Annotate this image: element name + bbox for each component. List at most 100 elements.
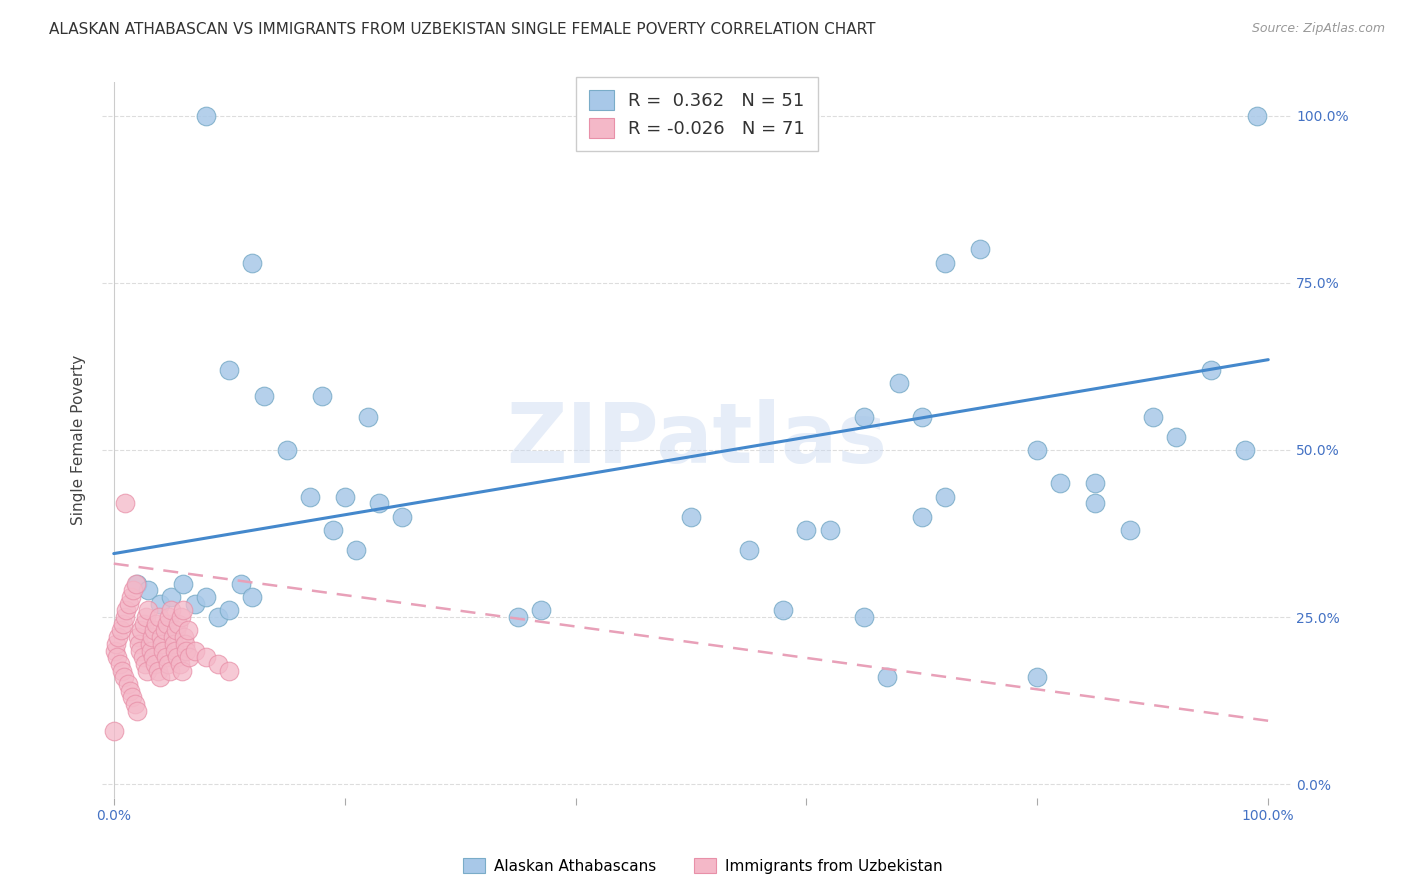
Point xyxy=(772,603,794,617)
Point xyxy=(911,409,934,424)
Point xyxy=(105,637,128,651)
Legend: Alaskan Athabascans, Immigrants from Uzbekistan: Alaskan Athabascans, Immigrants from Uzb… xyxy=(457,852,949,880)
Point xyxy=(876,670,898,684)
Point xyxy=(170,664,193,678)
Point xyxy=(368,496,391,510)
Point xyxy=(127,630,149,644)
Point xyxy=(131,624,153,638)
Point xyxy=(322,523,344,537)
Point xyxy=(107,630,129,644)
Point xyxy=(1199,362,1222,376)
Point xyxy=(911,509,934,524)
Point xyxy=(172,576,194,591)
Point xyxy=(115,603,138,617)
Point xyxy=(114,496,136,510)
Point xyxy=(103,723,125,738)
Point xyxy=(177,650,200,665)
Point xyxy=(145,616,167,631)
Point xyxy=(195,650,218,665)
Point xyxy=(176,643,198,657)
Point xyxy=(218,603,240,617)
Point xyxy=(276,442,298,457)
Point xyxy=(153,624,176,638)
Point xyxy=(934,490,956,504)
Point xyxy=(679,509,702,524)
Point xyxy=(139,643,162,657)
Point xyxy=(118,683,141,698)
Point xyxy=(796,523,818,537)
Point xyxy=(934,256,956,270)
Point xyxy=(853,409,876,424)
Point xyxy=(207,657,229,671)
Point xyxy=(131,650,153,665)
Point xyxy=(170,610,193,624)
Point xyxy=(138,583,160,598)
Point xyxy=(1084,496,1107,510)
Point xyxy=(108,657,131,671)
Point xyxy=(311,389,333,403)
Point xyxy=(156,616,179,631)
Point xyxy=(134,657,156,671)
Point xyxy=(162,630,184,644)
Point xyxy=(141,630,163,644)
Point xyxy=(122,583,145,598)
Point xyxy=(125,576,148,591)
Point xyxy=(357,409,380,424)
Point xyxy=(1118,523,1140,537)
Point xyxy=(148,610,170,624)
Text: ALASKAN ATHABASCAN VS IMMIGRANTS FROM UZBEKISTAN SINGLE FEMALE POVERTY CORRELATI: ALASKAN ATHABASCAN VS IMMIGRANTS FROM UZ… xyxy=(49,22,876,37)
Point xyxy=(172,603,194,617)
Point xyxy=(253,389,276,403)
Point xyxy=(150,637,173,651)
Point xyxy=(1026,670,1049,684)
Point xyxy=(506,610,529,624)
Point xyxy=(240,256,263,270)
Point xyxy=(1246,109,1268,123)
Point xyxy=(149,597,172,611)
Point xyxy=(969,243,991,257)
Point xyxy=(218,362,240,376)
Point xyxy=(160,590,183,604)
Point xyxy=(129,643,152,657)
Point xyxy=(333,490,356,504)
Point xyxy=(117,677,139,691)
Point xyxy=(110,624,132,638)
Point xyxy=(240,590,263,604)
Point xyxy=(174,637,197,651)
Point xyxy=(1142,409,1164,424)
Point xyxy=(818,523,841,537)
Point xyxy=(150,630,173,644)
Point xyxy=(159,664,181,678)
Point xyxy=(157,610,180,624)
Point xyxy=(124,697,146,711)
Point xyxy=(1049,476,1071,491)
Y-axis label: Single Female Poverty: Single Female Poverty xyxy=(72,355,86,525)
Point xyxy=(165,624,187,638)
Point xyxy=(167,616,190,631)
Point xyxy=(218,664,240,678)
Point xyxy=(135,610,157,624)
Point xyxy=(118,597,141,611)
Point xyxy=(142,650,165,665)
Point xyxy=(530,603,553,617)
Point xyxy=(183,597,205,611)
Point xyxy=(111,664,134,678)
Point xyxy=(152,643,174,657)
Point xyxy=(738,543,761,558)
Text: Source: ZipAtlas.com: Source: ZipAtlas.com xyxy=(1251,22,1385,36)
Text: ZIPatlas: ZIPatlas xyxy=(506,400,887,481)
Point xyxy=(1084,476,1107,491)
Point xyxy=(104,643,127,657)
Point xyxy=(163,643,186,657)
Point xyxy=(1164,429,1187,443)
Point xyxy=(195,109,218,123)
Point xyxy=(887,376,910,390)
Point xyxy=(207,610,229,624)
Point xyxy=(1026,442,1049,457)
Point xyxy=(138,603,160,617)
Point xyxy=(853,610,876,624)
Point xyxy=(155,650,177,665)
Point xyxy=(344,543,367,558)
Point xyxy=(125,704,148,718)
Point xyxy=(132,616,155,631)
